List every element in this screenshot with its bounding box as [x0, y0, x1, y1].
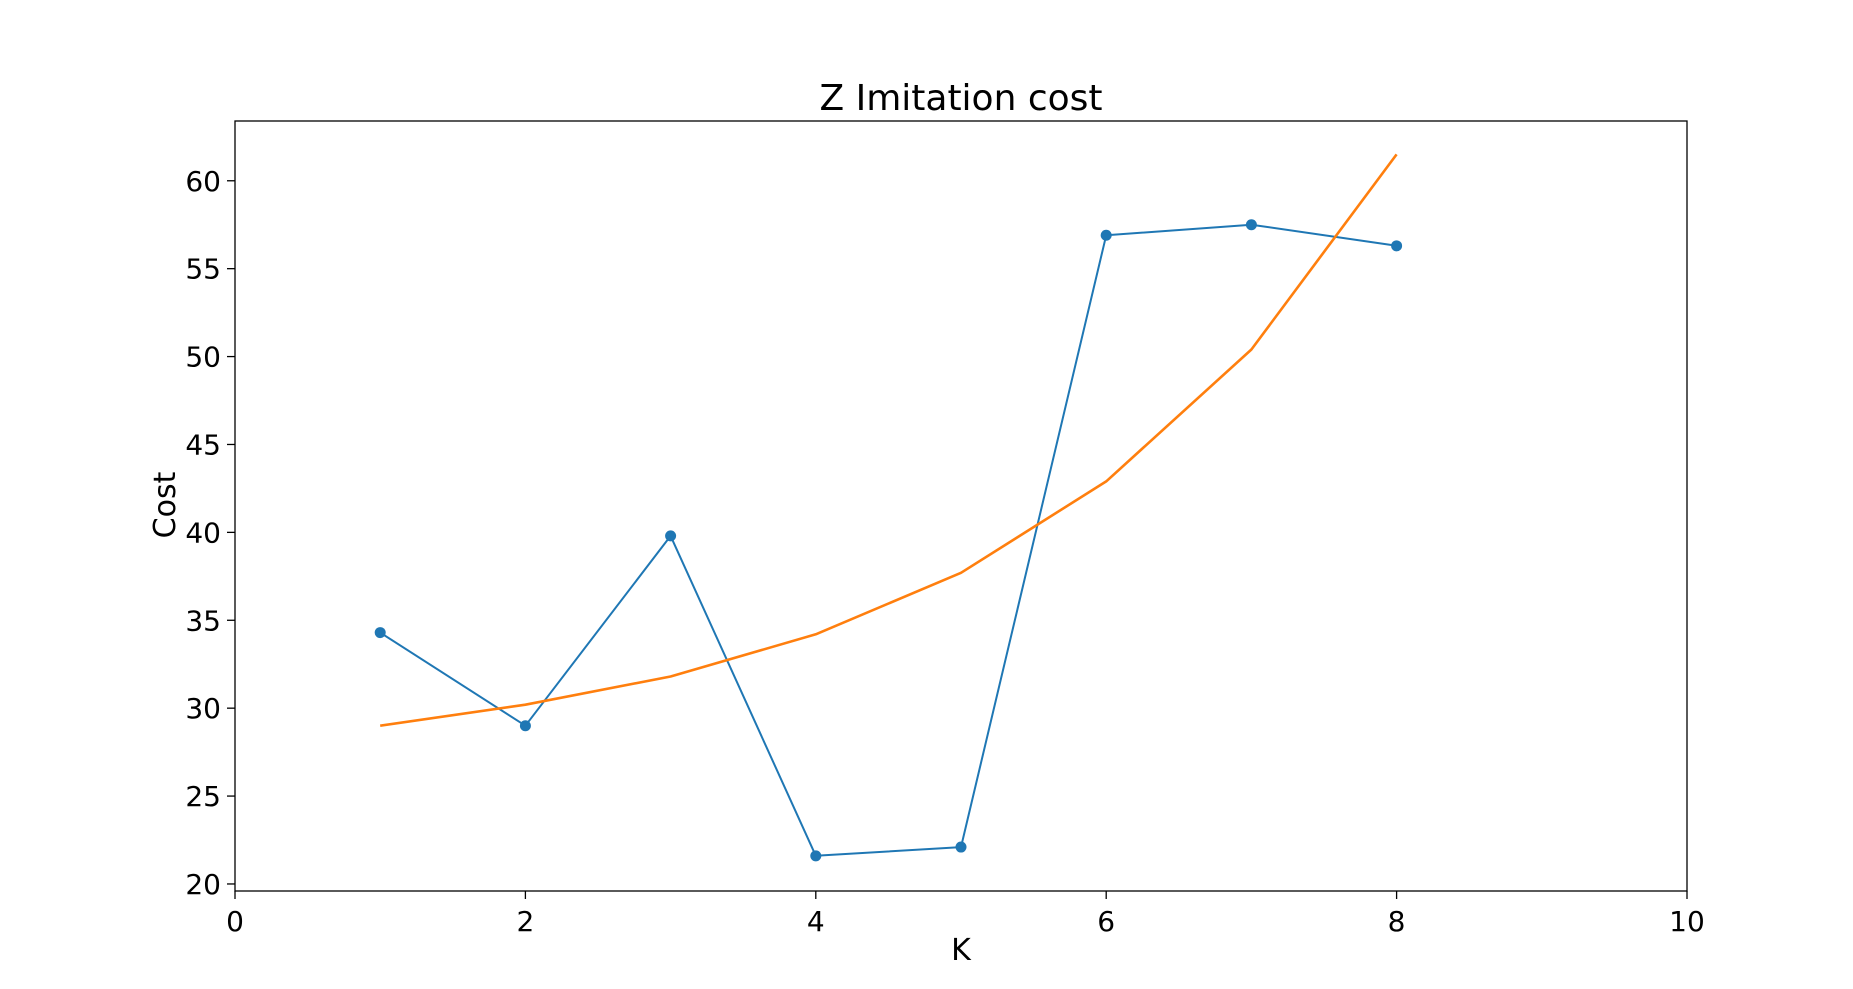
x-tick-label: 0: [226, 905, 244, 938]
y-tick-label: 35: [185, 604, 221, 637]
x-tick-label: 8: [1388, 905, 1406, 938]
y-tick-label: 20: [185, 868, 221, 901]
series-line-trend: [380, 153, 1398, 727]
plot-area: 0 2 4 6 8 10 20 25 30 35 40 45 50 55 60: [185, 120, 1705, 938]
data-point: [1391, 240, 1403, 252]
data-point: [1245, 219, 1257, 231]
data-point: [519, 720, 531, 732]
x-axis-label: K: [951, 933, 972, 968]
y-tick-label: 50: [185, 341, 221, 374]
data-point: [665, 530, 677, 542]
data-point: [1100, 229, 1112, 241]
y-tick-label: 25: [185, 780, 221, 813]
x-tick-label: 10: [1669, 905, 1705, 938]
y-tick-label: 40: [185, 516, 221, 549]
series-line-markers: [379, 223, 1397, 857]
axes-frame: [234, 120, 1688, 892]
data-point: [374, 627, 386, 639]
x-tick-label: 2: [516, 905, 534, 938]
y-axis-label: Cost: [148, 471, 183, 538]
data-point: [810, 850, 822, 862]
data-point: [955, 841, 967, 853]
chart-title: Z Imitation cost: [819, 78, 1102, 119]
y-tick-label: 60: [185, 165, 221, 198]
x-tick-label: 6: [1097, 905, 1115, 938]
y-tick-label: 55: [185, 253, 221, 286]
y-tick-label: 45: [185, 428, 221, 461]
x-tick-label: 4: [807, 905, 825, 938]
y-tick-label: 30: [185, 692, 221, 725]
